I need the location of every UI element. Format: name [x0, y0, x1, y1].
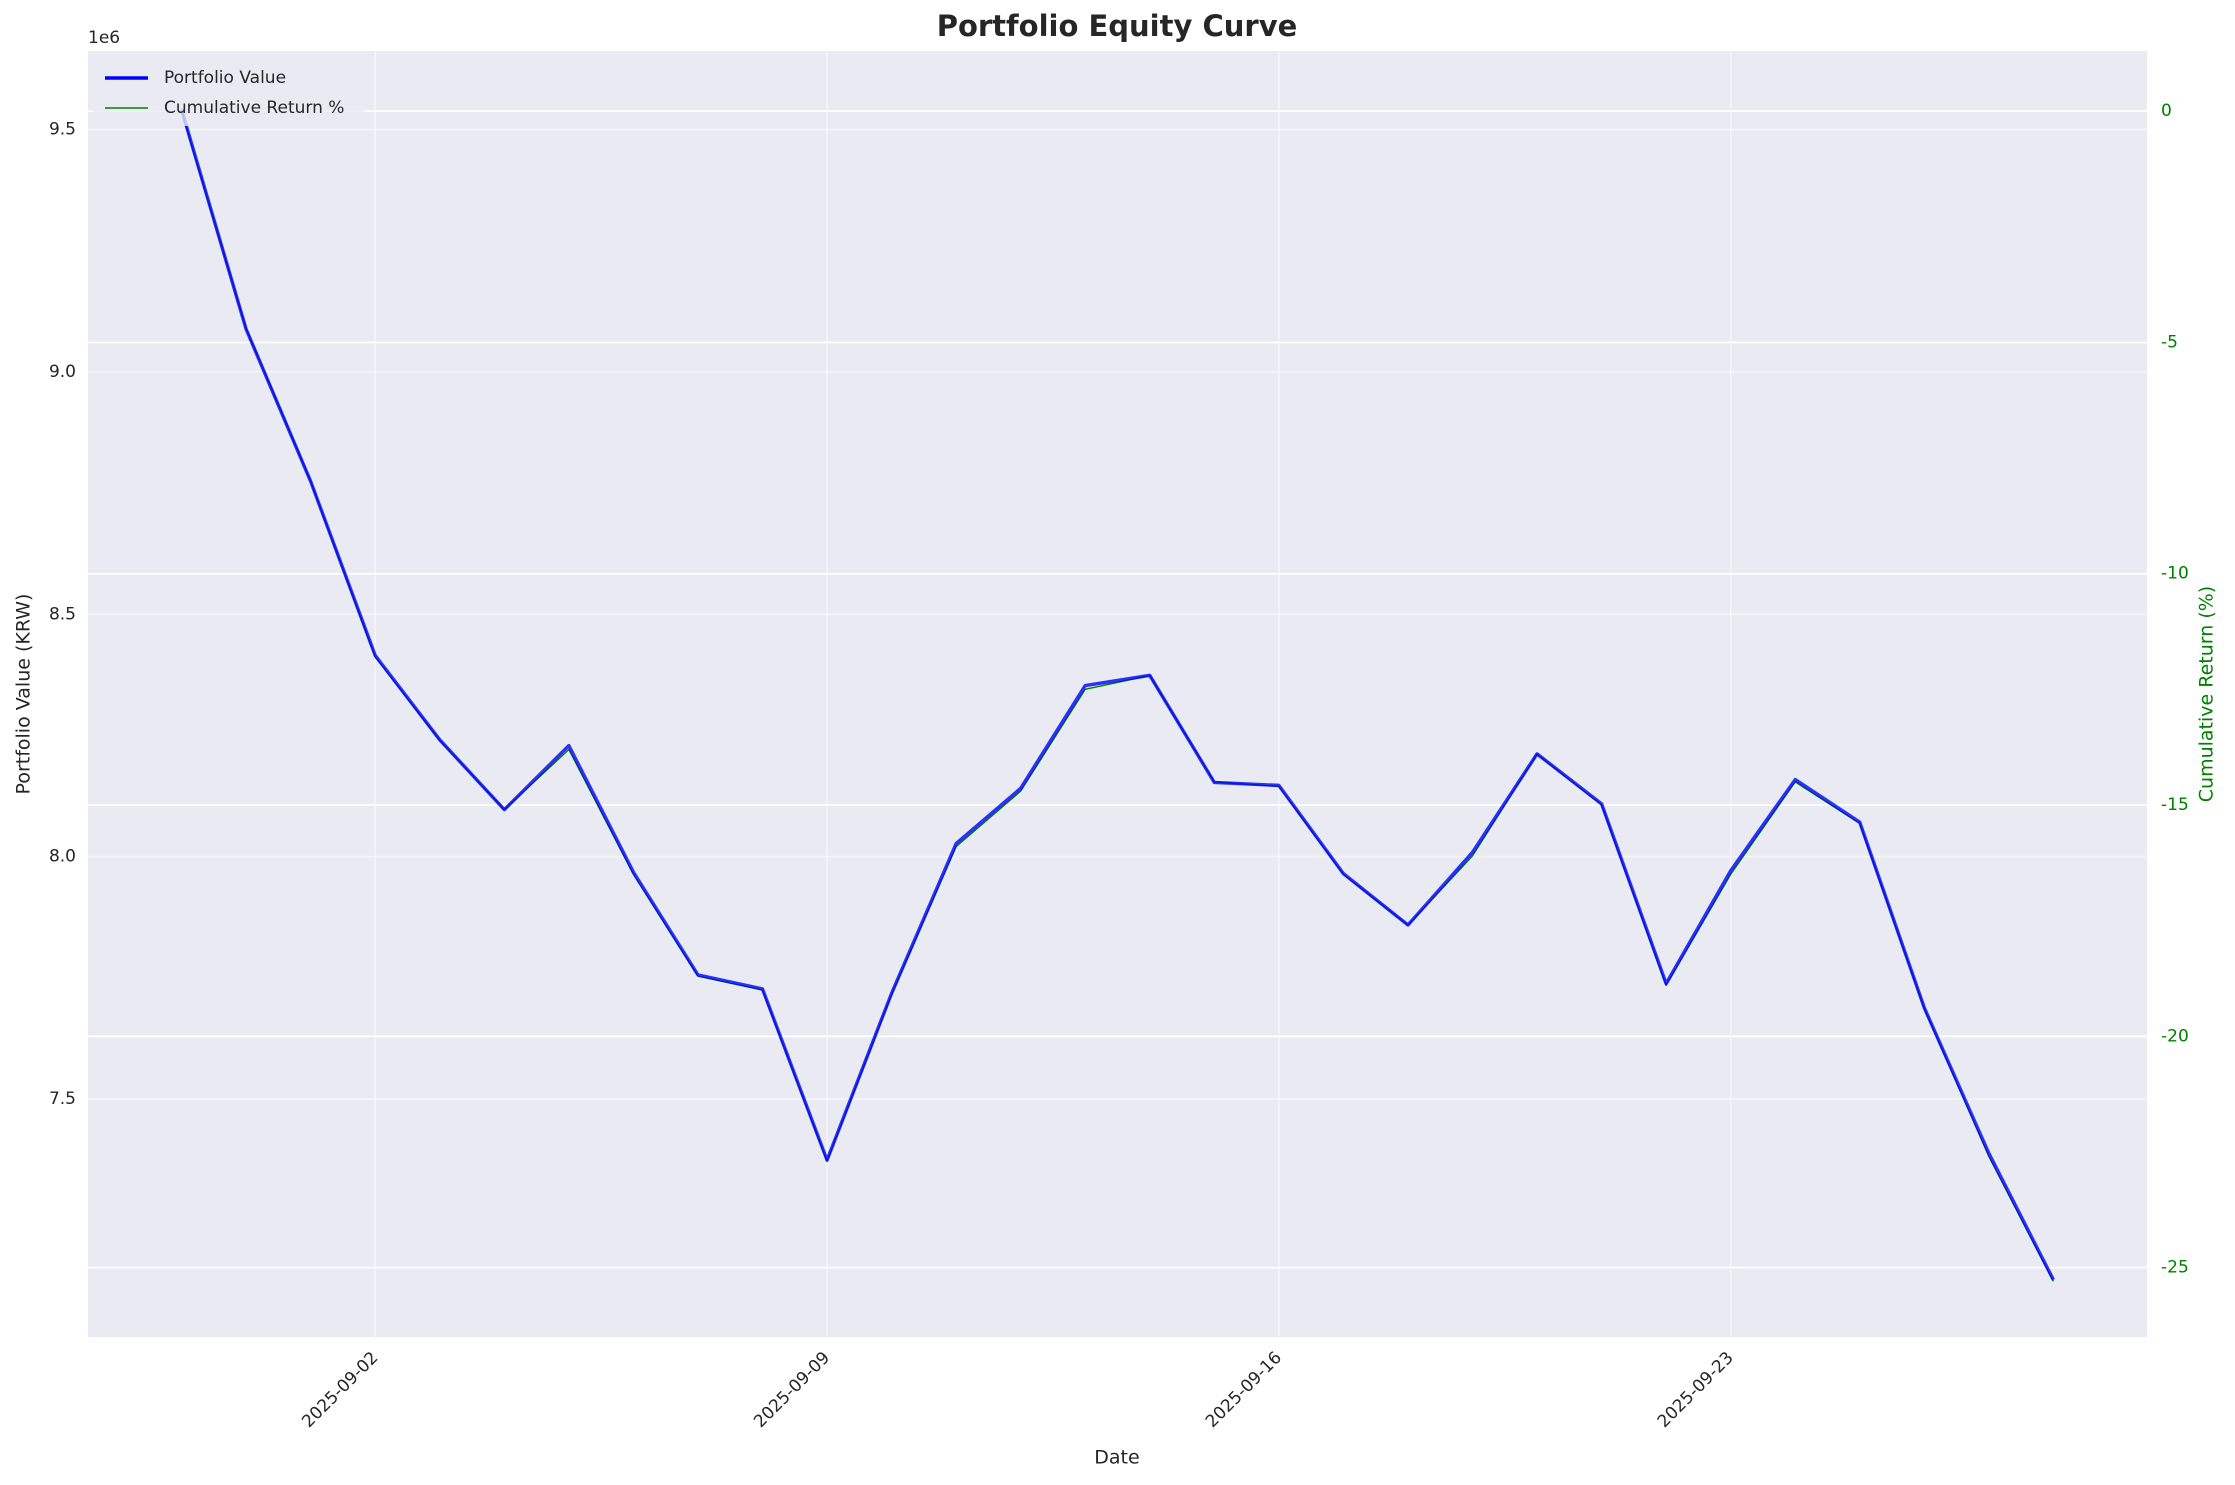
series-line [179, 109, 2055, 1281]
y2-tick-label: -15 [2161, 795, 2189, 815]
y2-tick-label: -25 [2161, 1258, 2189, 1278]
x-tick-label: 2025-09-02 [298, 1348, 382, 1432]
y2-axis-label: Cumulative Return (%) [2196, 586, 2218, 802]
x-tick-label: 2025-09-16 [1202, 1348, 1286, 1432]
legend-box [93, 60, 365, 126]
y-offset-label: 1e6 [88, 28, 120, 48]
x-tick-label: 2025-09-23 [1654, 1348, 1738, 1432]
y2-tick-label: -5 [2161, 332, 2178, 352]
grid [88, 51, 2147, 1337]
x-axis-label: Date [1094, 1447, 1139, 1469]
x-tick-label: 2025-09-09 [750, 1348, 834, 1432]
y-tick-label: 8.0 [49, 847, 76, 867]
y-tick-label: 7.5 [49, 1089, 76, 1109]
y2-tick-label: 0 [2161, 101, 2172, 121]
plot-area [88, 51, 2147, 1337]
y-tick-label: 8.5 [49, 604, 76, 624]
y-tick-label: 9.5 [49, 120, 76, 140]
y-tick-label: 9.0 [49, 362, 76, 382]
y-axis-label: Portfolio Value (KRW) [13, 594, 35, 795]
lines [179, 109, 2055, 1282]
legend: Portfolio Value Cumulative Return % [93, 60, 365, 126]
chart-title: Portfolio Equity Curve [937, 9, 1298, 43]
y2-tick-label: -10 [2161, 564, 2189, 584]
y2-tick-label: -20 [2161, 1026, 2189, 1046]
legend-label: Cumulative Return % [164, 98, 344, 118]
legend-label: Portfolio Value [164, 68, 286, 88]
